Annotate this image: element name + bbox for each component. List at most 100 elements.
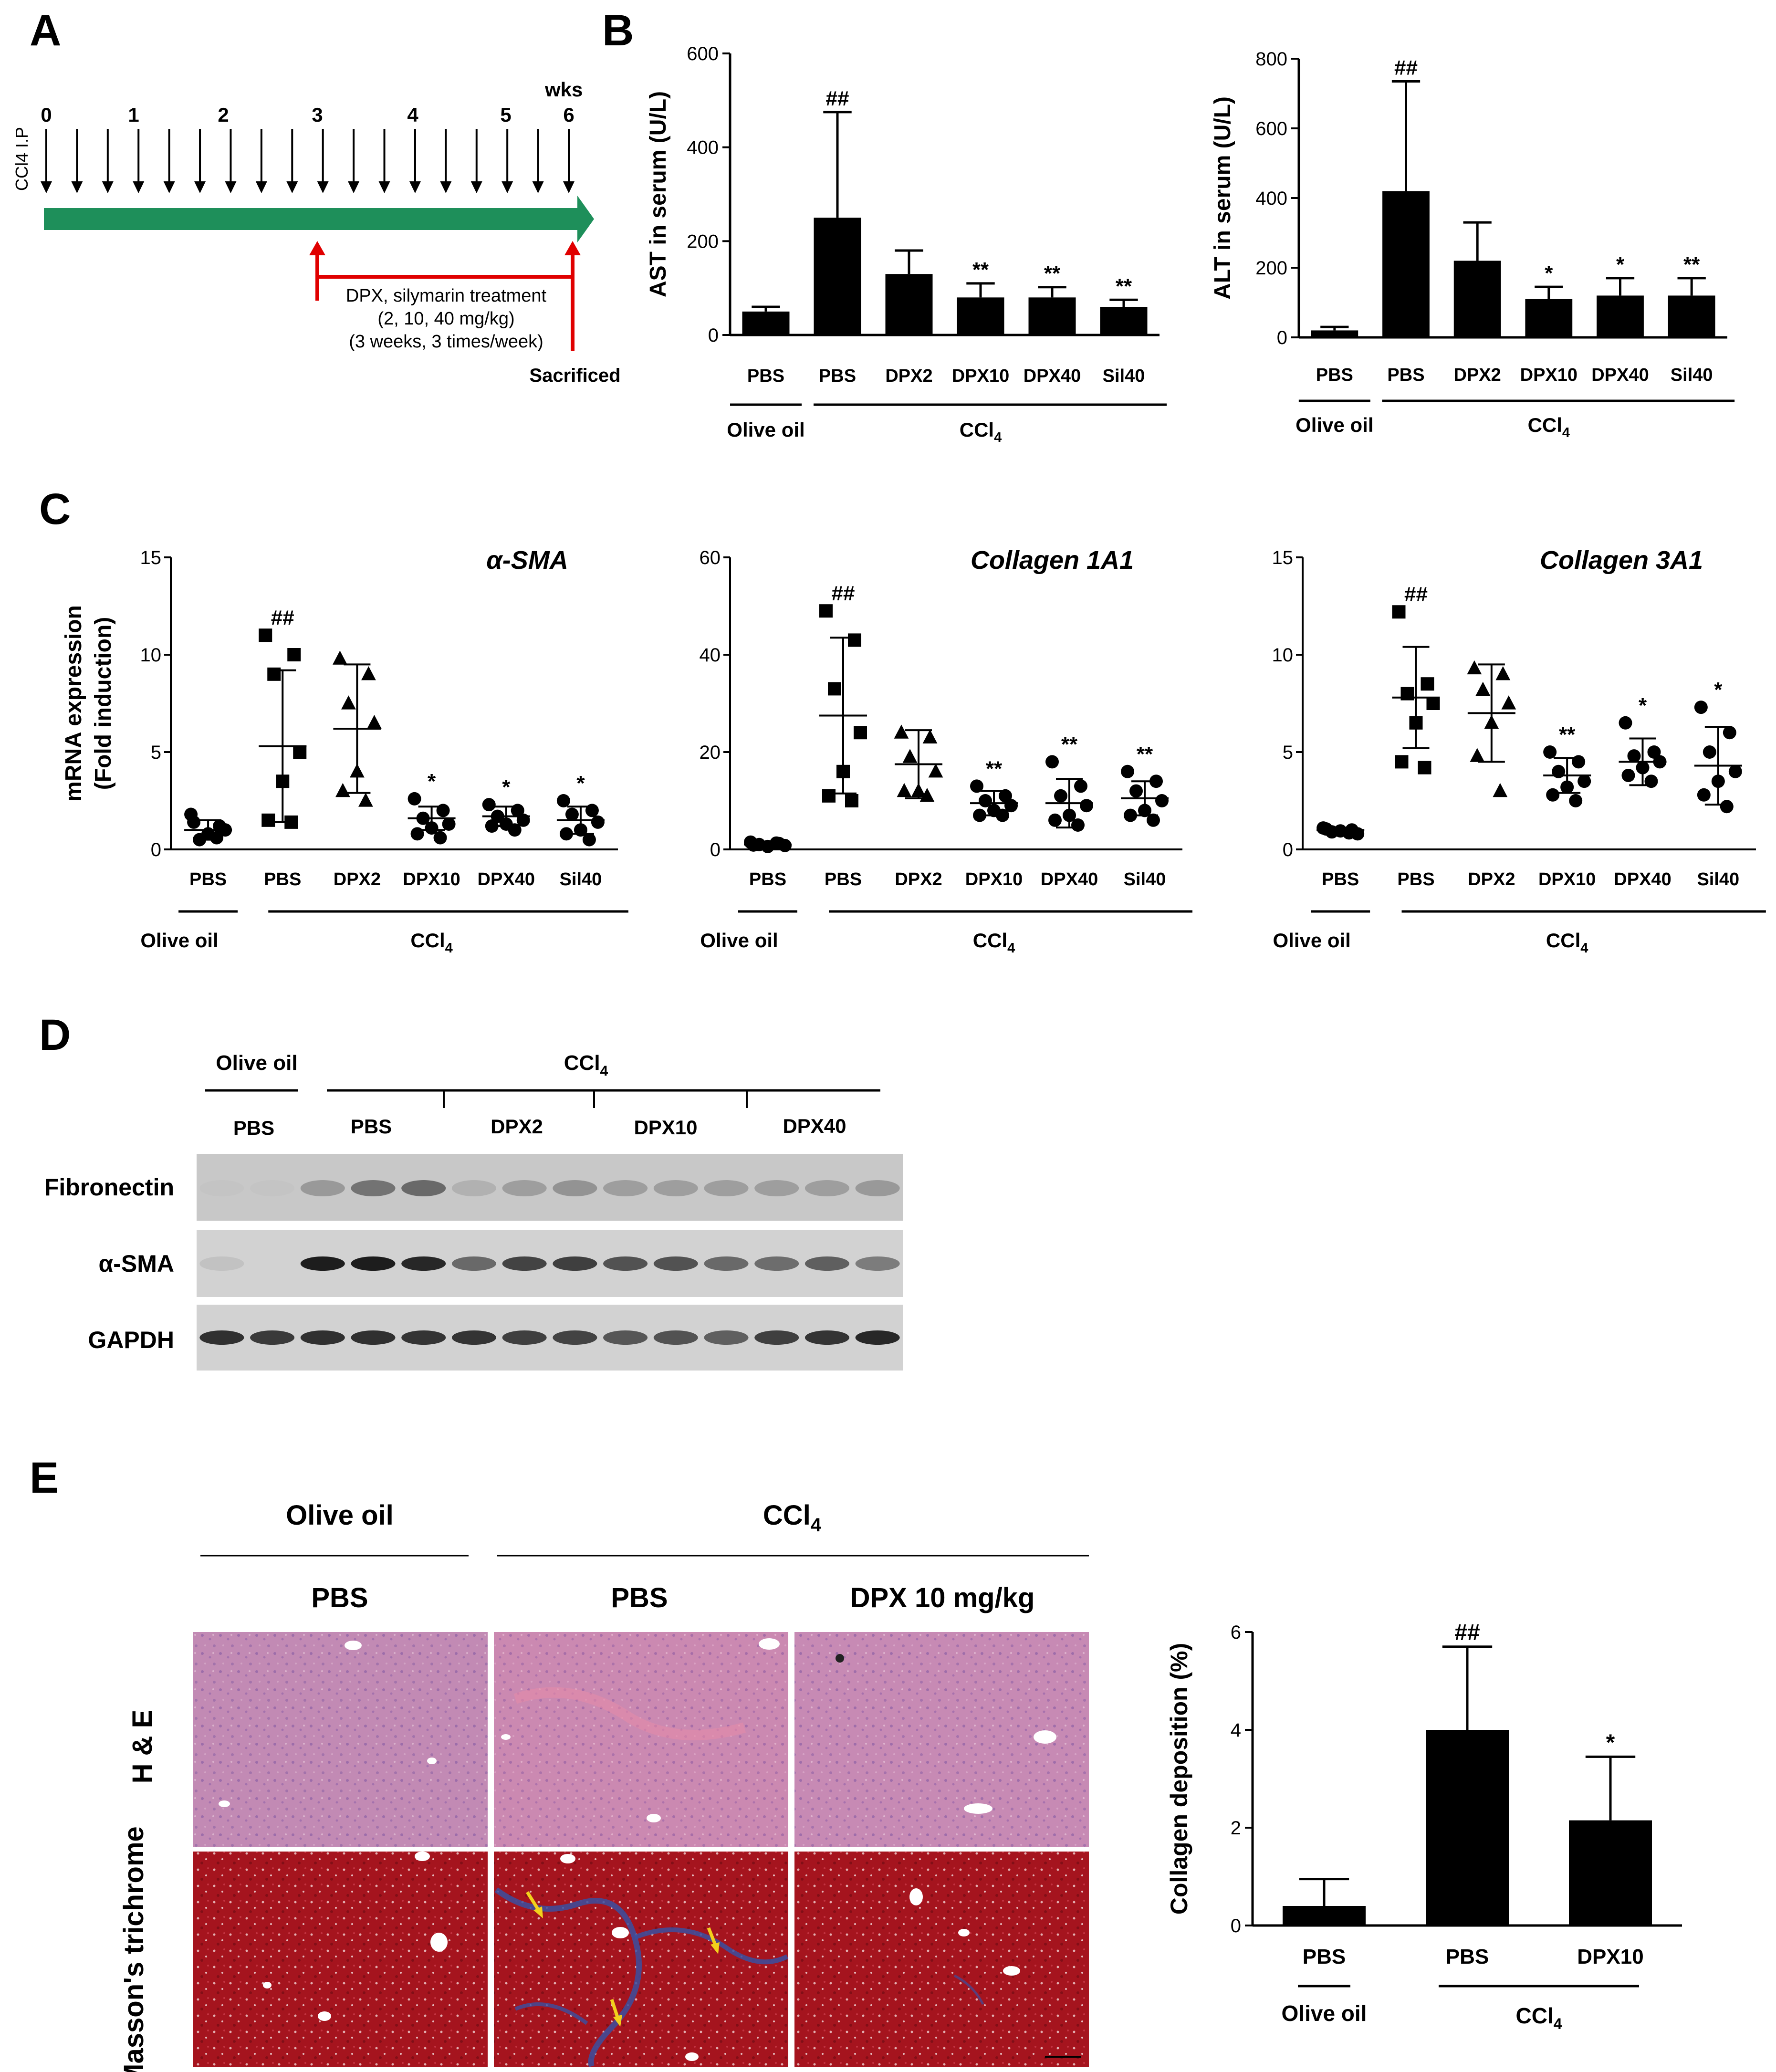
week-tick-label: 6	[563, 104, 574, 126]
col1a1-scatter-chart: 0 20 40 60 PBS ## PBS DPX2 ** DPX10 ** DPX40 ** Sil40…	[700, 546, 1192, 956]
data-point	[1703, 745, 1716, 759]
significance-marker: **	[1683, 253, 1700, 276]
data-point	[333, 650, 347, 665]
panel-d: D Olive oil CCl4 PBS PBS DPX2 DPX10 DPX4…	[39, 1011, 903, 1371]
y-tick-label: 200	[687, 231, 719, 252]
histo-row-trichrome: Masson's trichrome	[118, 1826, 149, 2072]
data-point	[1546, 788, 1560, 802]
x-tick-label: DPX40	[1591, 365, 1649, 385]
blot-ccl4-sub: 4	[600, 1063, 608, 1079]
blot-group-dpx40: DPX40	[783, 1115, 846, 1137]
data-point	[1501, 695, 1516, 710]
y-tick-label: 400	[1255, 188, 1287, 209]
x-tick-label: DPX2	[895, 869, 942, 889]
data-point	[894, 724, 909, 739]
data-point	[1720, 800, 1734, 814]
injection-arrow-head	[102, 181, 114, 193]
data-point	[1697, 788, 1711, 802]
y-tick-label: 400	[687, 137, 719, 158]
data-point	[1619, 716, 1632, 730]
injection-arrow-head	[470, 181, 482, 193]
y-axis-label: ALT in serum (U/L)	[1210, 96, 1235, 300]
x-tick-label: Sil40	[560, 869, 602, 889]
data-point	[999, 789, 1012, 803]
he-image-olive-pbs	[193, 1632, 488, 1847]
significance-marker: **	[972, 258, 989, 282]
panel-b-letter: B	[602, 6, 634, 55]
x-tick-label: PBS	[819, 366, 856, 386]
histo-ccl4-label: CCl4	[763, 1500, 822, 1536]
histo-ccl4-text: CCl	[763, 1500, 811, 1531]
significance-marker: *	[1545, 262, 1553, 285]
data-point	[922, 729, 938, 743]
bar	[1453, 261, 1501, 337]
y-tick-label: 600	[687, 43, 719, 64]
y-tick-label: 20	[700, 742, 721, 763]
data-point	[1418, 761, 1431, 774]
injection-arrow-head	[501, 181, 513, 193]
group-label-ccl4: CCl4	[1546, 929, 1588, 956]
bar	[1311, 330, 1358, 337]
chart-title: α-SMA	[486, 546, 568, 575]
data-point	[565, 807, 579, 821]
histo-col-pbs-olive: PBS	[311, 1582, 368, 1613]
data-point	[582, 833, 596, 847]
blot-band	[502, 1330, 547, 1345]
trichrome-image-olive-pbs	[193, 1852, 488, 2067]
significance-marker: **	[1137, 743, 1153, 766]
data-point	[1493, 783, 1508, 797]
x-tick-label: DPX40	[1041, 869, 1098, 889]
data-point	[897, 783, 912, 797]
x-tick-label: DPX40	[1614, 869, 1671, 889]
data-point	[1054, 789, 1067, 803]
group-label-olive-oil: Olive oil	[1282, 2001, 1367, 2026]
week-unit: wks	[544, 78, 583, 101]
y-tick-label: 0	[710, 839, 721, 860]
x-tick-label: Sil40	[1697, 869, 1739, 889]
x-tick-label: PBS	[1303, 1945, 1346, 1968]
data-point	[367, 715, 382, 729]
data-point	[1155, 794, 1169, 807]
data-point	[1627, 749, 1641, 763]
week-tick-label: 2	[218, 104, 229, 126]
data-point	[1045, 755, 1059, 769]
significance-marker: ##	[1404, 583, 1428, 606]
data-point	[1495, 666, 1511, 680]
week-tick-label: 1	[128, 104, 139, 126]
data-point	[287, 648, 301, 661]
data-point	[433, 831, 447, 845]
blot-band	[553, 1256, 597, 1271]
data-point	[1071, 818, 1085, 832]
significance-marker: *	[1606, 1730, 1615, 1755]
data-point	[928, 764, 943, 778]
data-point	[970, 779, 983, 793]
injection-arrow-head	[255, 181, 267, 193]
sacrificed-label: Sacrificed	[529, 365, 620, 386]
data-point	[902, 749, 918, 763]
blot-band	[754, 1330, 799, 1345]
y-tick-label: 10	[1272, 645, 1294, 666]
blot-group-pbs-olive: PBS	[233, 1117, 274, 1139]
blot-band	[754, 1180, 799, 1196]
blot-band	[451, 1330, 496, 1345]
significance-marker: **	[1044, 262, 1061, 285]
blot-band	[300, 1330, 345, 1345]
blot-band	[401, 1330, 446, 1345]
y-tick-label: 15	[140, 547, 162, 568]
bar	[1426, 1730, 1509, 1925]
treatment-line-2: (2, 10, 40 mg/kg)	[377, 309, 514, 329]
group-label-olive-oil: Olive oil	[1295, 414, 1373, 436]
blot-row-label-asma: α-SMA	[99, 1250, 175, 1277]
y-tick-label: 2	[1231, 1818, 1241, 1839]
blot-group-dividers	[443, 1090, 748, 1108]
histo-ccl4-sub: 4	[811, 1515, 822, 1536]
data-point	[1621, 768, 1635, 782]
data-point	[848, 633, 861, 647]
blot-band	[653, 1180, 698, 1196]
data-point	[210, 831, 224, 845]
data-point	[591, 815, 605, 829]
y-tick-label: 6	[1231, 1622, 1241, 1643]
blot-band	[804, 1330, 849, 1345]
bar	[1028, 297, 1076, 335]
blot-group-dpx2: DPX2	[491, 1115, 543, 1138]
